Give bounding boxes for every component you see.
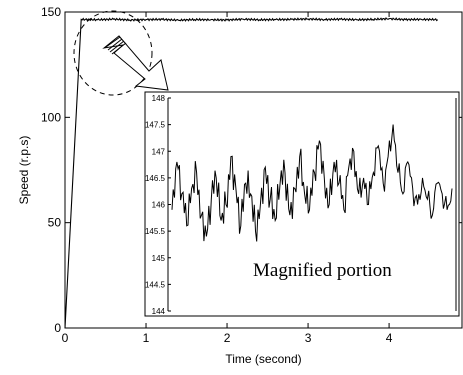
x-axis-label: Time (second) xyxy=(225,352,301,366)
x-tick-label: 0 xyxy=(62,331,69,345)
inset-y-tick-label: 147 xyxy=(152,147,166,156)
y-tick-label: 150 xyxy=(41,5,61,19)
x-tick-label: 3 xyxy=(305,331,312,345)
callout-layer xyxy=(73,10,169,96)
speed-series-line xyxy=(64,17,439,329)
y-tick-label: 50 xyxy=(48,216,62,230)
x-tick-label: 4 xyxy=(386,331,393,345)
zoom-circle xyxy=(73,10,153,96)
inset-y-tick-label: 147.5 xyxy=(145,121,166,130)
inset-y-tick-label: 148 xyxy=(152,94,166,103)
inset-annotation: Magnified portion xyxy=(253,260,392,281)
inset-y-tick-label: 145 xyxy=(152,254,166,263)
y-tick-label: 100 xyxy=(41,110,61,124)
inset-y-tick-label: 144.5 xyxy=(145,280,166,289)
zoom-arrow xyxy=(102,35,169,91)
arrow-hatch xyxy=(105,36,121,48)
x-tick-label: 1 xyxy=(143,331,150,345)
plot-frame xyxy=(64,11,463,329)
arrow-hatch xyxy=(109,40,125,53)
inset-y-tick-label: 144 xyxy=(152,307,166,316)
inset-frame xyxy=(144,91,460,317)
inset-layer: 148 147.5 147 146.5 146 145.5 145 144.5 144 Magn… xyxy=(144,91,460,317)
inset-y-tick-label: 146.5 xyxy=(145,174,166,183)
arrow-hatch xyxy=(111,42,127,55)
axes-layer: 0 50 100 150 0 1 2 3 4 Time (second) Speed (r.p.s) xyxy=(17,5,463,366)
main-plot-layer xyxy=(64,17,439,329)
inset-y-tick-label: 146 xyxy=(152,201,166,210)
inset-plot: 148 147.5 147 146.5 146 145.5 145 144.5 144 xyxy=(145,94,457,316)
y-tick-label: 0 xyxy=(54,321,61,335)
x-tick-label: 2 xyxy=(224,331,231,345)
arrow-hatch xyxy=(107,38,123,51)
inset-series-line xyxy=(171,124,453,242)
inset-y-tick-label: 145.5 xyxy=(145,227,166,236)
y-axis-label: Speed (r.p.s) xyxy=(17,136,31,205)
